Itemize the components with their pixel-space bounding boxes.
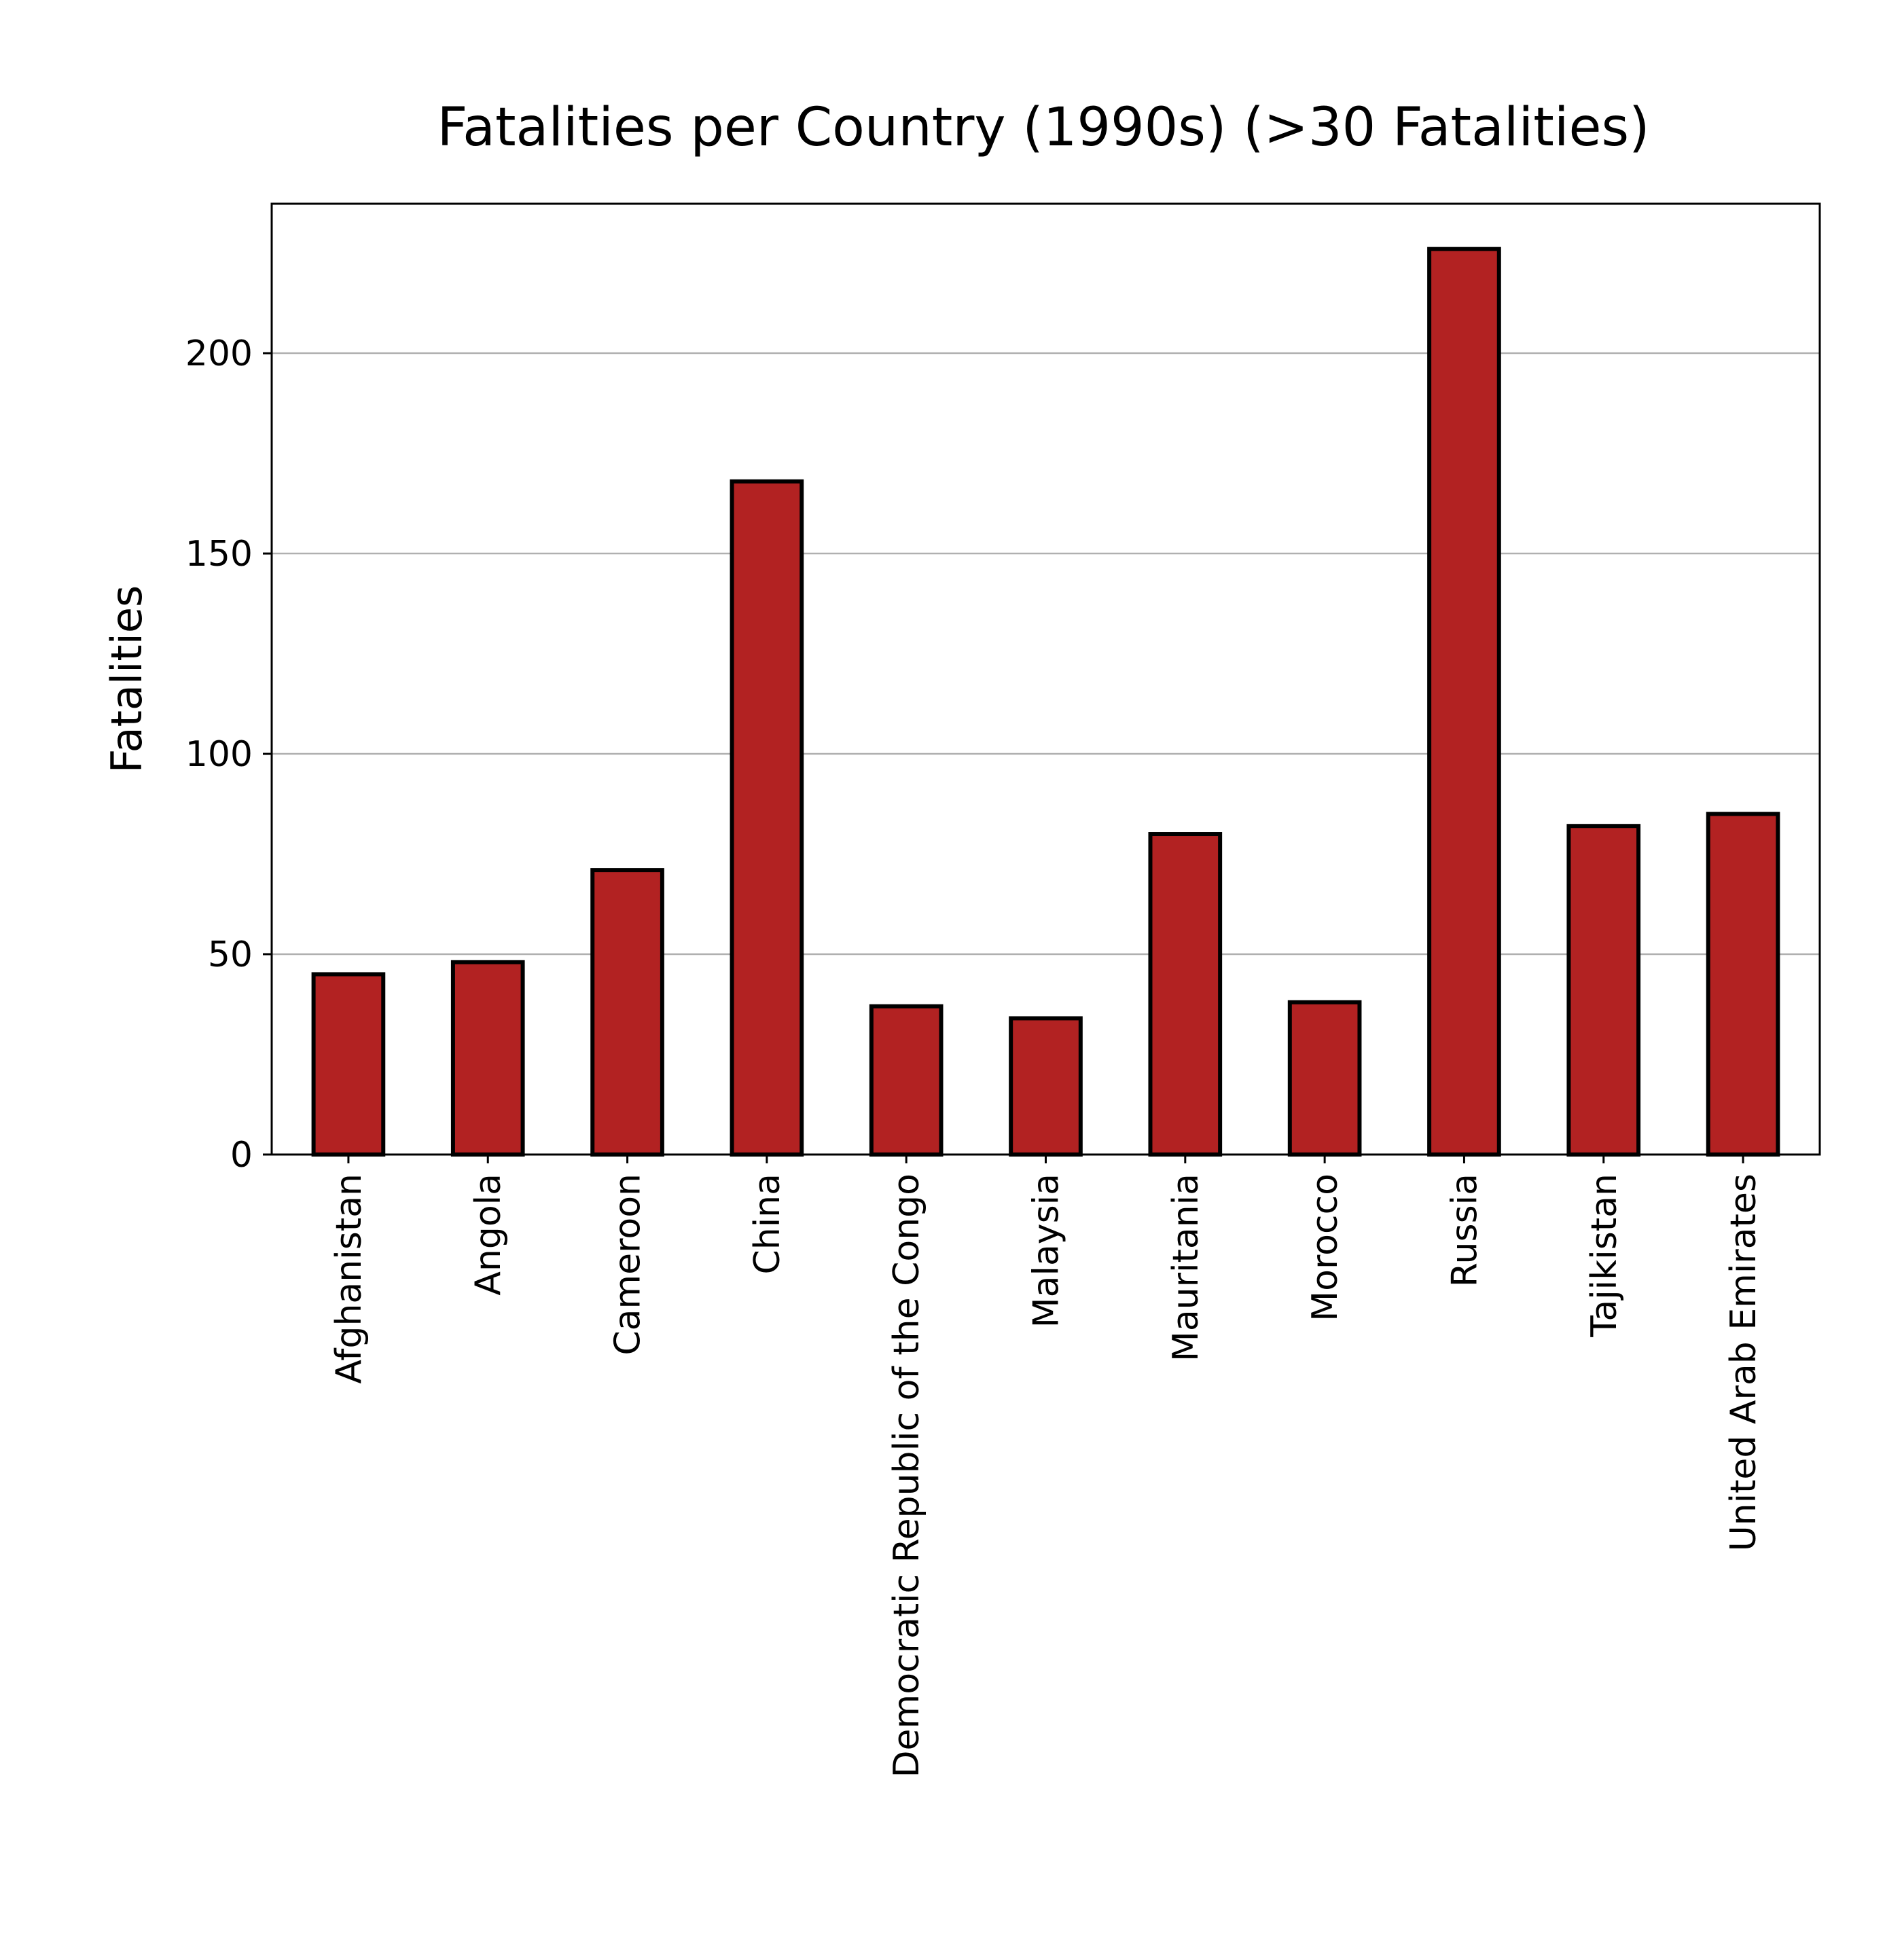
y-axis-label: Fatalities	[102, 585, 151, 774]
bar	[730, 479, 804, 1157]
x-tick-label: China	[747, 1174, 788, 1275]
y-tick-label: 100	[185, 734, 253, 775]
x-tick-label: Malaysia	[1026, 1174, 1067, 1328]
x-tick-label: Mauritania	[1166, 1174, 1206, 1362]
bar	[1427, 247, 1501, 1157]
x-tick-label: Angola	[468, 1174, 509, 1296]
y-axis: 0 50 100 150 200	[185, 333, 272, 1176]
x-tick-label: Afghanistan	[329, 1174, 370, 1384]
bar	[1009, 1016, 1083, 1157]
x-tick-label: Cameroon	[608, 1174, 649, 1356]
y-tick-label: 0	[230, 1135, 253, 1176]
x-tick-label: United Arab Emirates	[1723, 1174, 1764, 1551]
bar	[869, 1004, 944, 1157]
x-tick-label: Tajikistan	[1584, 1174, 1625, 1338]
y-tick-label: 150	[185, 534, 253, 575]
chart-title: Fatalities per Country (1990s) (>30 Fata…	[437, 97, 1649, 158]
bar	[590, 868, 664, 1157]
bar	[311, 972, 386, 1157]
bars	[311, 247, 1780, 1157]
bar	[1148, 832, 1223, 1157]
y-tick-label: 200	[185, 333, 253, 374]
x-tick-label: Democratic Republic of the Congo	[886, 1174, 927, 1777]
x-tick-label: Russia	[1444, 1174, 1485, 1287]
bar	[1706, 812, 1780, 1157]
x-tick-label: Morocco	[1305, 1174, 1346, 1322]
bar	[1566, 824, 1641, 1157]
x-axis: Afghanistan Angola Cameroon China Democratic…	[329, 1155, 1764, 1777]
gridlines	[272, 352, 1820, 956]
bar	[1287, 1000, 1362, 1157]
y-tick-label: 50	[208, 934, 253, 975]
bar	[450, 960, 525, 1157]
